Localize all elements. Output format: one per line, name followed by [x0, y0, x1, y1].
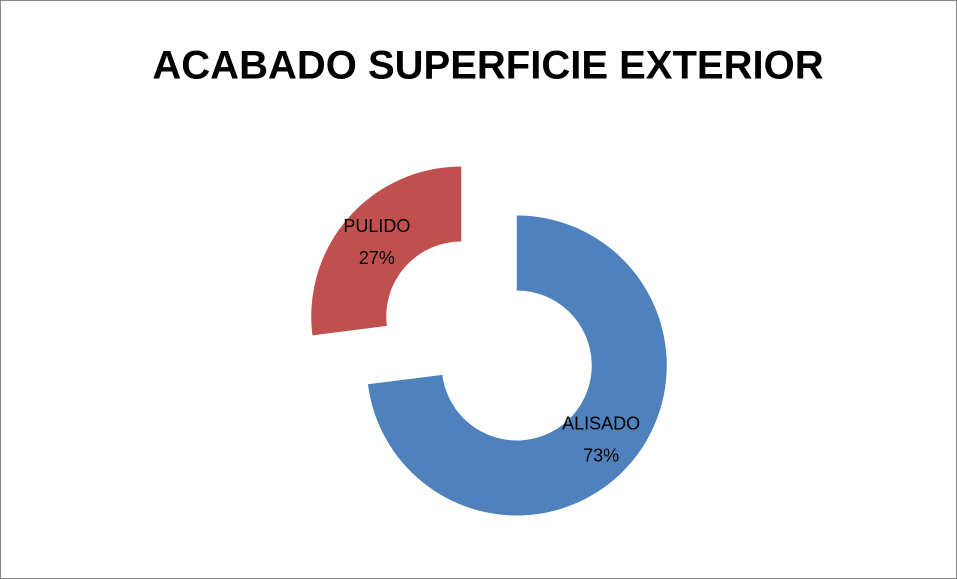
slice-category-label: ALISADO: [562, 414, 640, 434]
slice-category-label: PULIDO: [343, 216, 410, 236]
chart-title: ACABADO SUPERFICIE EXTERIOR: [152, 44, 823, 88]
slice-value-label: 27%: [359, 248, 395, 268]
donut-slice: [311, 166, 462, 336]
slice-value-label: 73%: [583, 446, 619, 466]
donut-slice: [367, 215, 667, 516]
